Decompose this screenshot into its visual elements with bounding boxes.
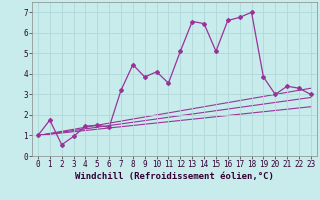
X-axis label: Windchill (Refroidissement éolien,°C): Windchill (Refroidissement éolien,°C) <box>75 172 274 181</box>
